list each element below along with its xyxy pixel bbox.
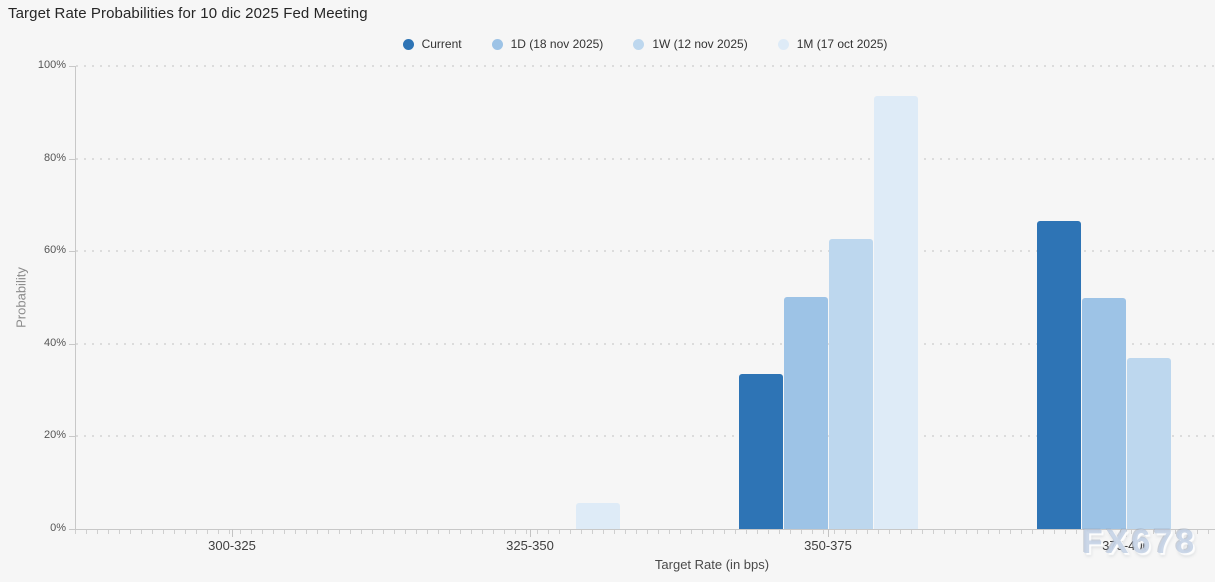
y-tick-mark [69, 436, 75, 438]
x-axis-title: Target Rate (in bps) [654, 557, 770, 572]
gridline-100% [76, 65, 1215, 67]
legend-marker-icon [777, 38, 789, 50]
x-tick-label-325-350: 325-350 [506, 538, 554, 553]
x-tick-mark [1126, 529, 1127, 537]
legend-marker-icon [633, 38, 645, 50]
bar-1d-350-375[interactable] [784, 297, 828, 529]
x-tick-label-375-400: 375-400 [1102, 538, 1150, 553]
legend-label: Current [421, 37, 462, 51]
legend-marker-icon [402, 38, 414, 50]
bar-1w-350-375[interactable] [829, 239, 873, 529]
x-axis-minor-ticks [75, 530, 1215, 534]
y-tick-mark [69, 251, 75, 253]
bar-current-350-375[interactable] [739, 374, 783, 529]
gridline-20% [76, 435, 1215, 438]
y-tick-label-60%: 60% [43, 244, 66, 257]
bar-1m-350-375[interactable] [874, 96, 918, 529]
chart-title: Target Rate Probabilities for 10 dic 202… [8, 5, 368, 22]
bar-current-375-400[interactable] [1037, 221, 1081, 529]
x-tick-mark [530, 529, 531, 537]
legend-label: 1W (12 nov 2025) [652, 37, 748, 51]
y-tick-mark [69, 158, 75, 160]
bar-1m-325-350[interactable] [576, 503, 620, 529]
y-tick-label-100%: 100% [37, 59, 66, 71]
y-tick-label-80%: 80% [43, 151, 66, 164]
chart-legend: Current 1D (18 nov 2025) 1W (12 nov 2025) 1… [75, 36, 1215, 52]
legend-item-1w[interactable]: 1W (12 nov 2025) [633, 37, 748, 51]
y-tick-mark [69, 529, 75, 530]
y-tick-label-0%: 0% [50, 522, 66, 534]
y-tick-label-20%: 20% [43, 429, 66, 442]
gridline-60% [76, 250, 1215, 253]
bar-1d-375-400[interactable] [1082, 298, 1126, 529]
y-axis-title: Probability [13, 267, 29, 328]
bar-1w-375-400[interactable] [1127, 358, 1171, 529]
x-tick-mark [232, 529, 233, 537]
legend-item-1d[interactable]: 1D (18 nov 2025) [491, 37, 604, 51]
gridline-40% [76, 342, 1215, 345]
gridline-80% [76, 157, 1215, 160]
y-tick-label-40%: 40% [43, 336, 66, 349]
x-tick-mark [828, 529, 829, 537]
x-tick-label-300-325: 300-325 [208, 538, 256, 553]
legend-label: 1M (17 oct 2025) [796, 37, 888, 51]
y-tick-mark [69, 66, 75, 67]
y-tick-mark [69, 343, 75, 345]
legend-item-current[interactable]: Current [402, 37, 462, 51]
legend-item-1m[interactable]: 1M (17 oct 2025) [777, 37, 888, 51]
x-tick-label-350-375: 350-375 [804, 538, 852, 553]
legend-label: 1D (18 nov 2025) [510, 37, 604, 51]
plot-area [75, 65, 1215, 530]
legend-marker-icon [491, 38, 503, 50]
